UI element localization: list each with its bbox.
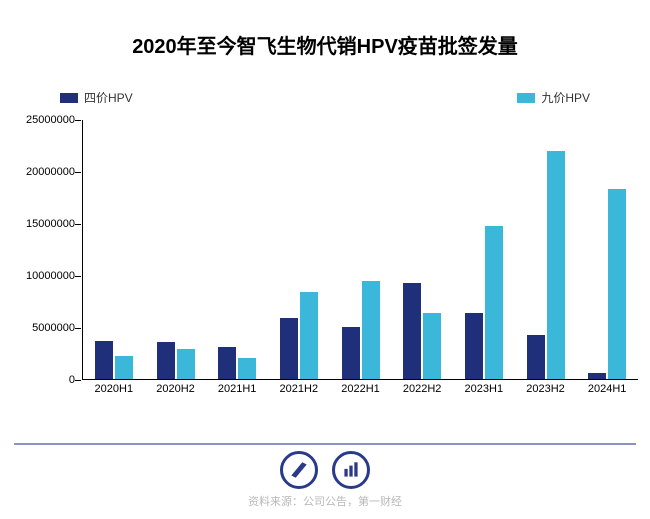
bar-series2 — [485, 226, 503, 379]
x-axis-label: 2024H1 — [588, 379, 627, 395]
legend-label-series2: 九价HPV — [541, 89, 590, 106]
legend-item-series1: 四价HPV — [60, 89, 133, 106]
bar-series2 — [423, 313, 441, 379]
logo-icon-1 — [280, 451, 318, 489]
bar-series1 — [527, 335, 545, 379]
x-axis-label: 2021H1 — [218, 379, 257, 395]
bar-series1 — [95, 341, 113, 379]
x-axis-label: 2022H2 — [403, 379, 442, 395]
bar-group: 2020H2 — [157, 342, 195, 379]
footer-rule — [14, 443, 636, 445]
bar-series2 — [547, 151, 565, 379]
logo-icon-2 — [332, 451, 370, 489]
bar-series1 — [403, 283, 421, 379]
y-axis-label: 5000000 — [32, 322, 83, 334]
bar-group: 2022H2 — [403, 283, 441, 379]
bar-series1 — [218, 347, 236, 379]
bar-series1 — [280, 318, 298, 379]
x-axis-label: 2023H2 — [526, 379, 565, 395]
x-axis-label: 2020H2 — [156, 379, 195, 395]
plot: 0500000010000000150000002000000025000000… — [82, 120, 638, 380]
x-axis-label: 2021H2 — [280, 379, 319, 395]
bar-series1 — [157, 342, 175, 379]
y-axis-label: 15000000 — [26, 218, 83, 230]
bar-group: 2021H2 — [280, 292, 318, 379]
legend-item-series2: 九价HPV — [517, 89, 590, 106]
y-axis-label: 10000000 — [26, 270, 83, 282]
y-axis-label: 20000000 — [26, 166, 83, 178]
bar-group: 2023H1 — [465, 226, 503, 379]
chart-title: 2020年至今智飞生物代销HPV疫苗批签发量 — [0, 0, 650, 59]
bar-series2 — [238, 358, 256, 379]
y-axis-label: 25000000 — [26, 114, 83, 126]
footer-logos — [0, 451, 650, 489]
bar-group: 2022H1 — [342, 281, 380, 379]
legend: 四价HPV 九价HPV — [0, 89, 650, 106]
legend-label-series1: 四价HPV — [84, 89, 133, 106]
bar-group: 2020H1 — [95, 341, 133, 379]
bar-group: 2021H1 — [218, 347, 256, 379]
chart-area: 0500000010000000150000002000000025000000… — [22, 120, 638, 410]
x-axis-label: 2020H1 — [95, 379, 134, 395]
bar-series2 — [362, 281, 380, 379]
bar-series1 — [342, 327, 360, 379]
bar-group: 2024H1 — [588, 189, 626, 379]
x-axis-label: 2022H1 — [341, 379, 380, 395]
legend-swatch-series2 — [517, 93, 535, 103]
bar-series2 — [115, 356, 133, 379]
y-axis-label: 0 — [69, 374, 83, 386]
bar-series2 — [608, 189, 626, 379]
bar-group: 2023H2 — [527, 151, 565, 379]
bar-series1 — [465, 313, 483, 379]
x-axis-label: 2023H1 — [465, 379, 504, 395]
bar-series2 — [300, 292, 318, 379]
legend-swatch-series1 — [60, 93, 78, 103]
source-label: 资料来源：公司公告，第一财经 — [0, 493, 650, 509]
bar-series2 — [177, 349, 195, 379]
